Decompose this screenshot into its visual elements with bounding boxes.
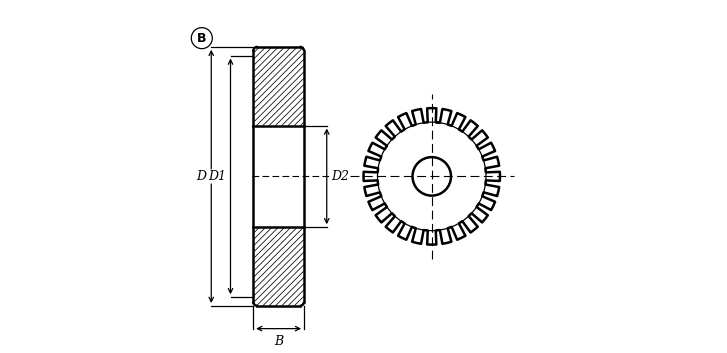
Text: B: B xyxy=(274,335,284,348)
Text: D1: D1 xyxy=(208,170,226,183)
Text: D2: D2 xyxy=(331,170,349,183)
Text: B: B xyxy=(197,32,206,44)
Text: D: D xyxy=(196,170,206,183)
